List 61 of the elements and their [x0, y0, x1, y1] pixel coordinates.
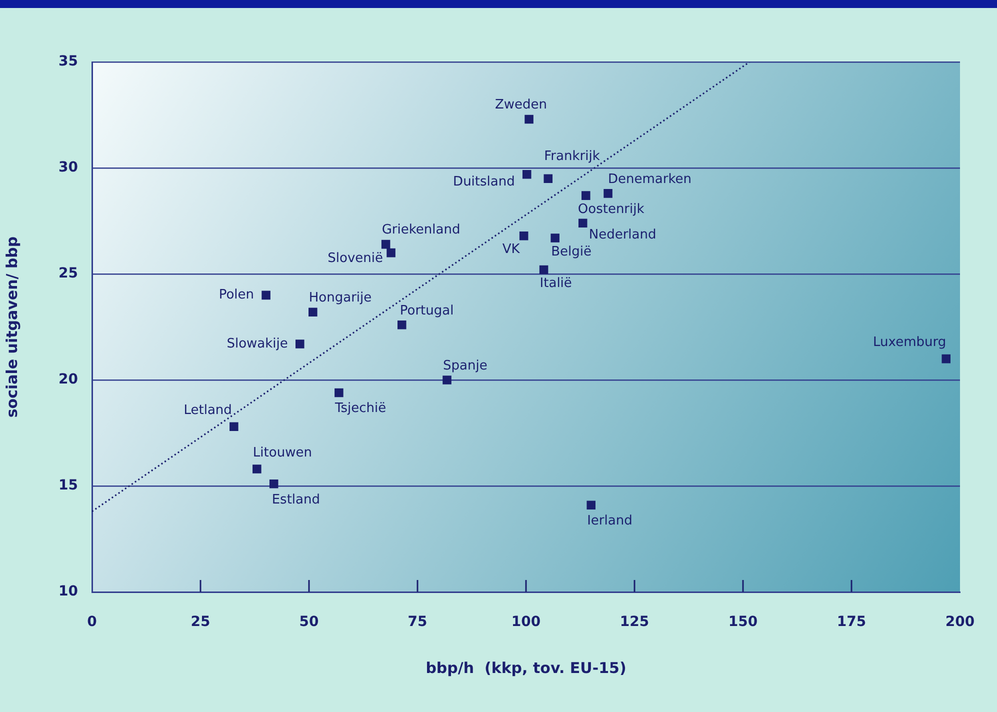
- point: [604, 189, 612, 198]
- annotation: Ierland: [587, 513, 632, 528]
- annotation: Hongarije: [308, 290, 372, 306]
- y-axis-title: sociale uitgaven/ bbp: [2, 236, 21, 418]
- point: [386, 248, 396, 258]
- point: [544, 174, 553, 183]
- point: [942, 354, 950, 364]
- x-tick-label: 50: [299, 614, 319, 630]
- point: [252, 464, 262, 474]
- annotation: Litouwen: [252, 445, 312, 460]
- point: [334, 388, 344, 398]
- point: [295, 340, 304, 348]
- annotation: Oostenrijk: [578, 202, 645, 217]
- annotation: Letland: [184, 403, 232, 418]
- x-tick-label: 200: [945, 614, 975, 630]
- annotation: Spanje: [443, 358, 488, 374]
- y-tick-label: 35: [58, 54, 78, 70]
- annotation: België: [551, 244, 592, 260]
- annotation: Estland: [272, 492, 320, 508]
- annotation: Denemarken: [608, 172, 692, 187]
- x-tick-label: 100: [511, 614, 541, 630]
- annotation: Nederland: [588, 227, 656, 242]
- annotation: VK: [502, 242, 520, 258]
- point: [230, 422, 238, 432]
- point: [582, 191, 590, 200]
- point: [308, 308, 318, 317]
- annotation: Griekenland: [382, 222, 460, 238]
- x-tick-label: 175: [836, 614, 866, 630]
- annotation: Luxemburg: [873, 335, 946, 350]
- y-tick-label: 20: [58, 372, 78, 388]
- point: [519, 231, 528, 240]
- y-tick-label: 25: [58, 266, 78, 282]
- x-tick-label: 0: [87, 614, 98, 630]
- x-tick-label: 25: [190, 614, 210, 630]
- point: [262, 290, 270, 300]
- annotation: Frankrijk: [544, 148, 600, 164]
- y-tick-label: 10: [58, 584, 78, 600]
- point: [522, 170, 532, 179]
- annotation: Slovenië: [328, 251, 384, 266]
- point: [442, 376, 452, 384]
- point: [381, 240, 390, 249]
- point: [550, 234, 560, 242]
- annotation: Polen: [218, 288, 254, 303]
- annotation: Zweden: [495, 98, 548, 113]
- annotation: Portugal: [400, 303, 454, 318]
- point: [524, 114, 534, 124]
- x-tick-label: 75: [408, 614, 428, 630]
- annotation: Tsjechië: [334, 401, 386, 416]
- annotation: Slowakije: [226, 336, 288, 352]
- x-tick-label: 150: [728, 614, 758, 630]
- point: [397, 320, 406, 330]
- annotation: Italië: [540, 276, 572, 292]
- y-tick-label: 30: [58, 160, 78, 176]
- point: [539, 265, 548, 274]
- x-axis-title: bbp/h (kkp, tov. EU-15): [426, 658, 626, 677]
- point: [269, 479, 278, 488]
- point: [578, 218, 588, 228]
- x-tick-label: 125: [620, 614, 650, 630]
- annotation: Duitsland: [453, 174, 515, 190]
- point: [586, 500, 596, 510]
- y-tick-label: 15: [58, 478, 78, 494]
